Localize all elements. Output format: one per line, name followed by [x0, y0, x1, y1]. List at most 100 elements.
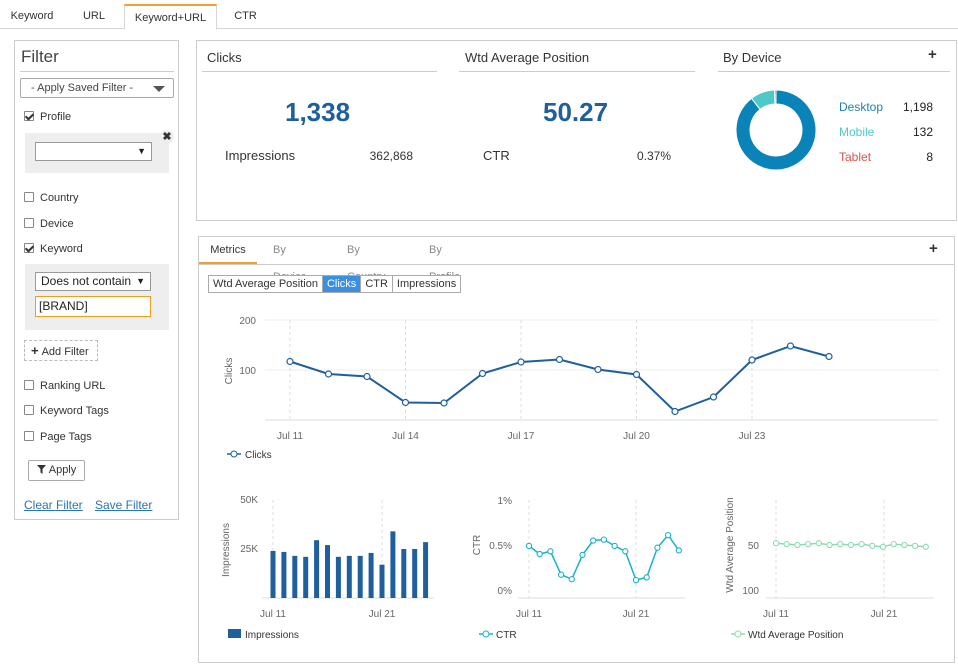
clicks-data-point [478, 369, 487, 378]
add-filter-button[interactable]: + Add Filter [24, 340, 98, 361]
keyword-value-input[interactable]: [BRAND] [35, 296, 151, 317]
clicks-card-title: Clicks [207, 50, 242, 65]
profile-select[interactable]: ▼ [35, 142, 152, 161]
ctr-data-point [547, 548, 554, 555]
impressions-bar [325, 545, 330, 598]
x-tick-label: Jul 21 [623, 609, 650, 620]
donut-slice-desktop [736, 90, 816, 170]
plus-icon: + [31, 343, 39, 358]
tab-url[interactable]: URL [82, 10, 105, 22]
ranking-url-checkbox[interactable] [24, 380, 34, 391]
remove-profile-filter-icon[interactable]: ✖ [160, 130, 174, 144]
apply-button[interactable]: Apply [28, 460, 85, 481]
ranking-url-filter-row[interactable]: Ranking URL [24, 378, 105, 394]
ranking-url-label: Ranking URL [40, 380, 106, 392]
keyword-filter-box: Does not contain ▼ [BRAND] [25, 264, 169, 330]
keyword-tags-checkbox[interactable] [24, 405, 34, 416]
position-data-point [890, 540, 897, 548]
toggle-impressions[interactable]: Impressions [392, 276, 461, 292]
save-filter-link[interactable]: Save Filter [95, 498, 153, 512]
chevron-down-icon: ▼ [137, 146, 146, 156]
ctr-data-point [600, 536, 608, 543]
impressions-total: 362,868 [369, 149, 413, 163]
impressions-bar [368, 552, 374, 598]
clear-filter-link[interactable]: Clear Filter [24, 498, 83, 512]
position-data-point [772, 540, 780, 547]
ctr-legend-label: CTR [496, 630, 517, 641]
country-checkbox[interactable] [24, 192, 34, 203]
keyword-tags-filter-row[interactable]: Keyword Tags [24, 403, 109, 419]
legend-marker [734, 630, 742, 638]
page-tags-checkbox[interactable] [24, 431, 34, 442]
x-tick-label: Jul 21 [369, 609, 396, 620]
tab-keyword[interactable]: Keyword [10, 10, 54, 22]
tablet-value: 8 [926, 150, 933, 164]
toggle-ctr[interactable]: CTR [361, 276, 393, 292]
ctr-data-point [622, 548, 629, 555]
y-tick-label: 25K [240, 544, 258, 555]
position-card-title: Wtd Average Position [465, 50, 590, 65]
divider [20, 71, 174, 72]
toggle-clicks[interactable]: Clicks [322, 276, 362, 292]
clicks-data-point [555, 355, 564, 364]
impressions-bar [401, 549, 407, 598]
clicks-data-point [401, 398, 410, 407]
filter-title: Filter [21, 47, 59, 66]
metric-toggle-group: Wtd Average Position Clicks CTR Impressi… [208, 275, 462, 293]
country-filter-row[interactable]: Country [24, 190, 79, 206]
x-tick-label: Jul 21 [871, 609, 898, 620]
keyword-checkbox[interactable] [24, 243, 34, 254]
tab-metrics[interactable]: Metrics [199, 237, 257, 264]
position-data-point [804, 540, 812, 548]
keyword-operator-select[interactable]: Does not contain ▼ [35, 272, 151, 291]
y-tick-label: 1% [498, 496, 513, 507]
add-device-widget-icon[interactable]: + [928, 46, 937, 63]
ctr-data-point [675, 547, 682, 554]
tablet-legend-label: Tablet [839, 150, 872, 164]
x-tick-label: Jul 20 [623, 431, 650, 442]
position-data-point [879, 543, 887, 550]
profile-checkbox[interactable] [24, 111, 34, 122]
profile-filter-box: ▼ [25, 133, 169, 173]
position-data-point [847, 541, 855, 549]
saved-filter-select[interactable]: - Apply Saved Filter - [20, 78, 174, 98]
device-checkbox[interactable] [24, 218, 34, 229]
impressions-bar [423, 542, 429, 598]
keyword-filter-row[interactable]: Keyword [24, 241, 83, 257]
clicks-data-point [671, 407, 679, 416]
impressions-bar [270, 550, 276, 598]
position-data-point [858, 540, 865, 548]
position-data-point [826, 541, 833, 549]
device-filter-row[interactable]: Device [24, 216, 74, 232]
legend-marker [482, 630, 490, 638]
chevron-down-icon [153, 86, 165, 92]
tab-ctr[interactable]: CTR [234, 10, 257, 22]
position-total: 50.27 [543, 97, 609, 127]
ctr-data-point [590, 537, 597, 544]
page-tags-filter-row[interactable]: Page Tags [24, 429, 92, 445]
impressions-bar [346, 555, 352, 598]
legend-marker [228, 629, 241, 638]
metrics-card [198, 236, 955, 663]
position-legend-label: Wtd Average Position [748, 630, 843, 641]
impressions-bar [281, 551, 287, 598]
clicks-data-point [825, 352, 833, 361]
divider [199, 264, 954, 265]
profile-filter-row[interactable]: Profile [24, 109, 71, 125]
ctr-data-point [643, 574, 650, 581]
tab-keyword-url[interactable]: Keyword+URL [124, 4, 217, 30]
clicks-data-point [324, 370, 333, 378]
add-metric-widget-icon[interactable]: + [929, 240, 938, 257]
top-tab-bar: Keyword URL Keyword+URL CTR [0, 0, 958, 30]
keyword-label: Keyword [40, 243, 83, 255]
y-tick-label: 200 [239, 316, 256, 327]
y-tick-label: 100 [239, 366, 256, 377]
clicks-series-line [289, 344, 830, 413]
country-label: Country [40, 192, 79, 204]
toggle-wtd-avg-position[interactable]: Wtd Average Position [209, 276, 323, 292]
y-tick-label: 0.5% [489, 541, 512, 552]
divider [459, 71, 695, 72]
clicks-data-point [440, 399, 448, 407]
funnel-icon [36, 465, 46, 474]
